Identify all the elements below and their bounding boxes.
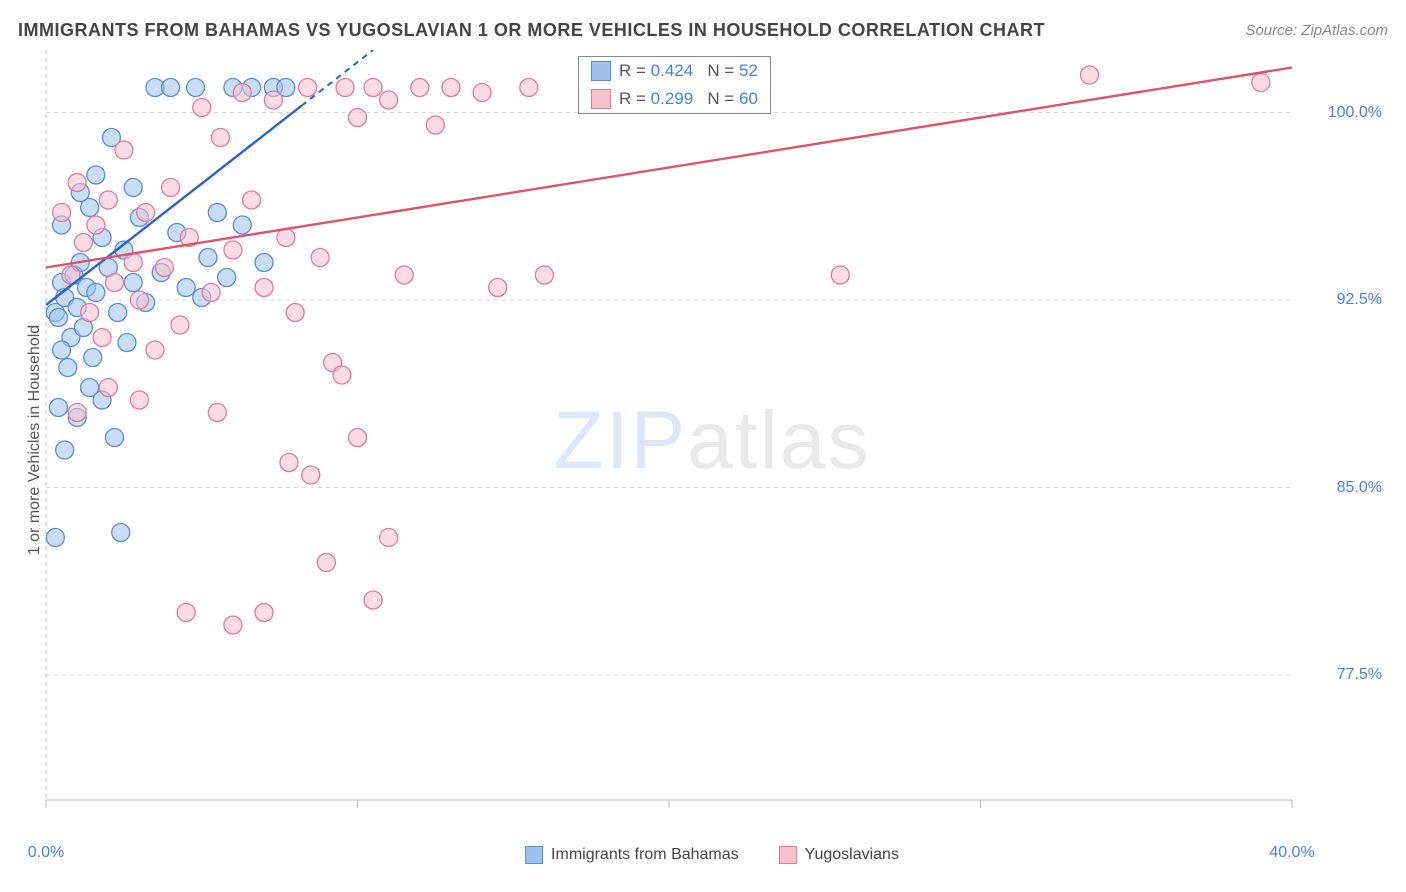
info-swatch <box>591 89 611 109</box>
info-row-yugoslavians: R = 0.299 N = 60 <box>579 85 770 113</box>
legend-item-yugoslavians: Yugoslavians <box>779 846 899 864</box>
x-tick-label: 40.0% <box>1269 844 1314 862</box>
scatter-plot-svg <box>42 50 1382 832</box>
y-tick-label: 92.5% <box>1337 291 1382 309</box>
source-label: Source: ZipAtlas.com <box>1245 22 1388 39</box>
x-tick-label: 0.0% <box>28 844 64 862</box>
y-tick-label: 100.0% <box>1328 104 1382 122</box>
legend-label: Yugoslavians <box>805 846 899 864</box>
info-swatch <box>591 61 611 81</box>
info-text: R = 0.299 N = 60 <box>619 89 758 109</box>
legend-item-bahamas: Immigrants from Bahamas <box>525 846 739 864</box>
y-tick-label: 85.0% <box>1337 479 1382 497</box>
chart-title: IMMIGRANTS FROM BAHAMAS VS YUGOSLAVIAN 1… <box>18 20 1045 41</box>
chart-area: ZIPatlas R = 0.424 N = 52R = 0.299 N = 6… <box>42 50 1382 832</box>
info-text: R = 0.424 N = 52 <box>619 61 758 81</box>
bottom-legend: Immigrants from Bahamas Yugoslavians <box>525 846 899 864</box>
y-tick-label: 77.5% <box>1337 666 1382 684</box>
legend-swatch <box>779 846 797 864</box>
legend-label: Immigrants from Bahamas <box>551 846 739 864</box>
title-bar: IMMIGRANTS FROM BAHAMAS VS YUGOSLAVIAN 1… <box>18 16 1388 44</box>
legend-swatch <box>525 846 543 864</box>
correlation-info-box: R = 0.424 N = 52 R = 0.299 N = 60 <box>578 56 771 114</box>
info-row-bahamas: R = 0.424 N = 52 <box>579 57 770 85</box>
chart-container: IMMIGRANTS FROM BAHAMAS VS YUGOSLAVIAN 1… <box>0 0 1406 892</box>
